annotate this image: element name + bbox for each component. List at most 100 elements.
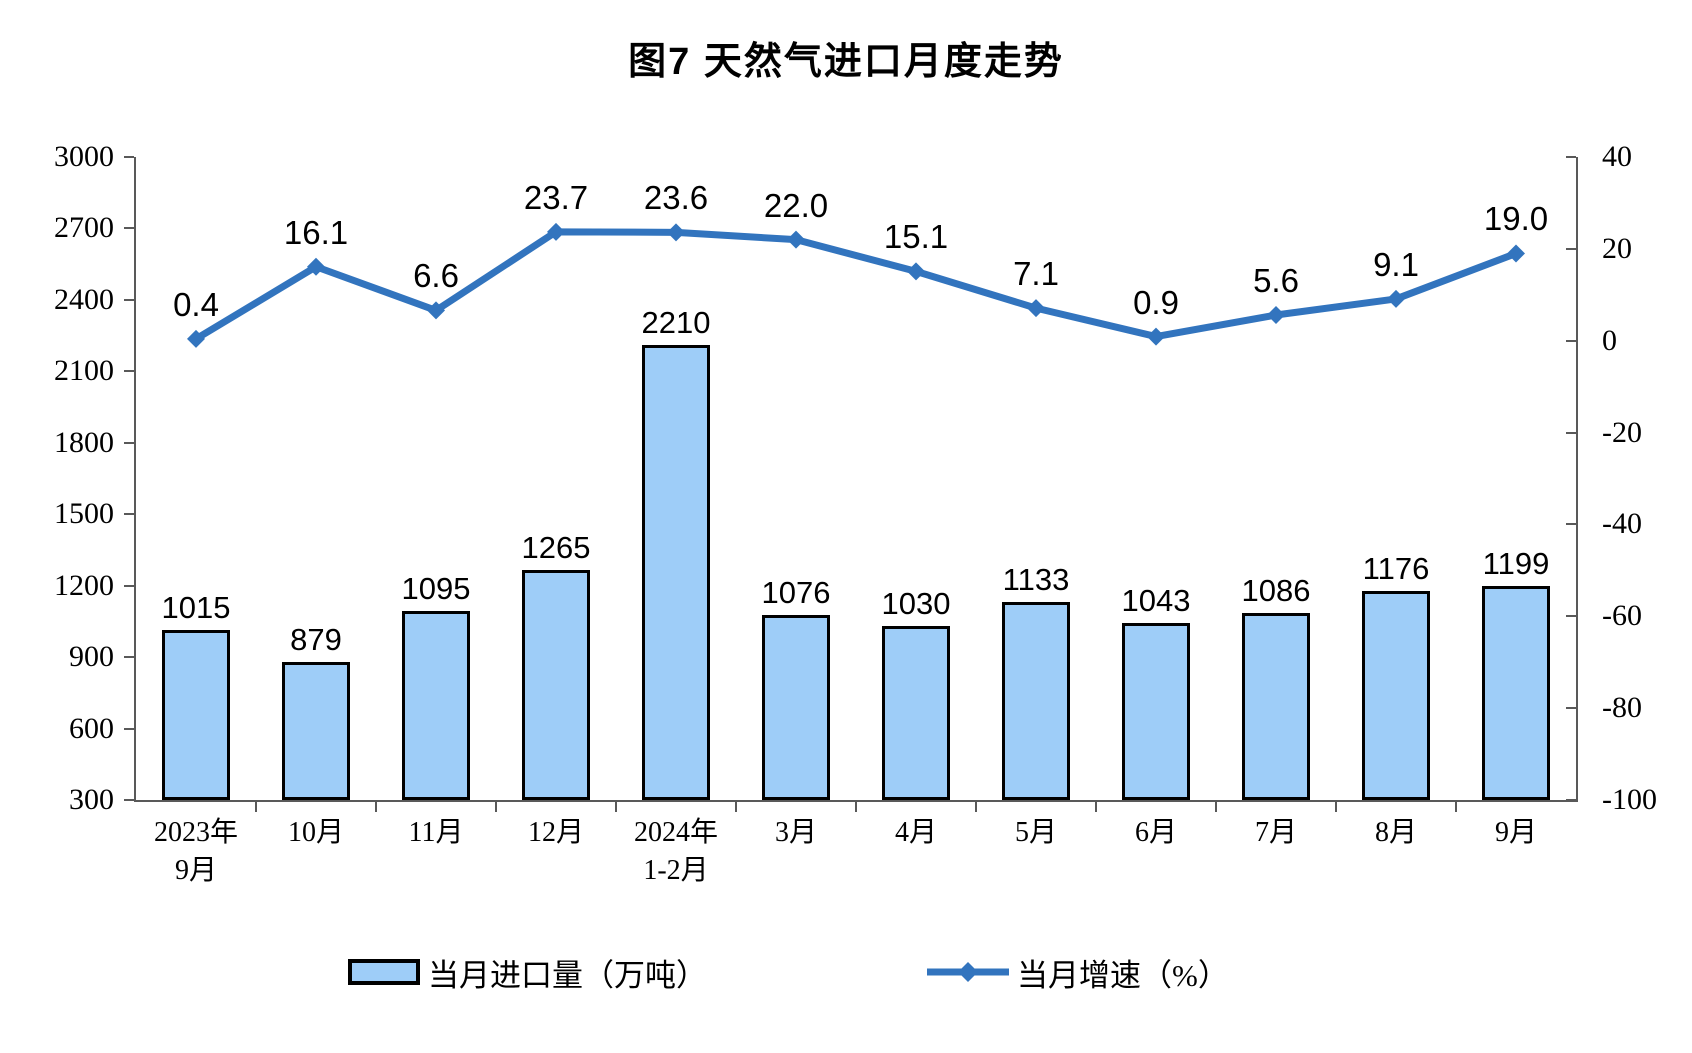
x-axis-tick (1095, 802, 1097, 812)
line-value-label: 23.6 (643, 179, 709, 217)
bar-value-label: 1015 (161, 589, 231, 625)
left-axis-tick (124, 799, 134, 801)
right-axis-tick-label: 20 (1602, 231, 1632, 265)
diamond-marker (1507, 244, 1525, 263)
left-axis-tick (124, 727, 134, 730)
x-axis-category-label: 2023年 9月 (153, 817, 238, 886)
diamond-marker (427, 301, 445, 320)
left-axis-tick-label: 1200 (54, 568, 114, 602)
x-axis-line (134, 800, 1578, 802)
right-axis-tick-label: -60 (1602, 599, 1642, 633)
bar-value-label: 879 (290, 622, 342, 658)
x-axis-category-label: 6月 (1134, 817, 1177, 848)
x-axis-tick (255, 802, 257, 812)
bar-12月 (522, 570, 590, 800)
left-axis-tick-label: 300 (69, 783, 114, 816)
bar-value-label: 1199 (1482, 545, 1550, 581)
left-axis-tick (124, 298, 134, 301)
bar-6月 (1122, 623, 1190, 800)
left-axis-tick (124, 441, 134, 444)
bar-series-swatch (348, 959, 420, 985)
line-value-label: 22.0 (763, 186, 829, 224)
legend-diamond-marker (958, 962, 978, 982)
bar-2024年1-2月 (642, 345, 710, 800)
x-axis-tick (1215, 802, 1217, 812)
left-axis-tick-label: 1800 (54, 425, 114, 459)
right-axis-tick-label: -20 (1602, 415, 1642, 449)
right-axis-tick (1566, 431, 1576, 434)
diamond-marker (547, 222, 565, 241)
x-axis-category-label: 3月 (774, 817, 817, 848)
diamond-marker (907, 262, 925, 281)
x-axis-tick (855, 802, 857, 812)
bar-value-label: 1086 (1241, 572, 1311, 608)
left-axis-tick-label: 900 (69, 640, 114, 674)
x-axis-tick (495, 802, 497, 812)
legend-growth-label: 当月增速（%） (1017, 957, 1229, 993)
diamond-marker (1027, 299, 1045, 318)
left-axis-tick (124, 656, 134, 659)
diamond-marker (187, 329, 205, 348)
right-axis-tick (1566, 156, 1576, 158)
right-axis-tick (1566, 799, 1576, 801)
right-axis-tick-label: -80 (1602, 691, 1642, 725)
x-axis-category-label: 4月 (894, 817, 937, 848)
right-axis-tick (1566, 339, 1576, 342)
x-axis-tick (735, 802, 737, 812)
x-axis-category-label: 5月 (1014, 817, 1057, 848)
left-axis-tick-label: 2100 (54, 354, 114, 388)
diamond-marker (307, 257, 325, 276)
x-axis-category-label: 2024年 1-2月 (633, 817, 718, 886)
line-value-label: 0.4 (173, 285, 219, 323)
bar-11月 (402, 610, 470, 800)
bar-value-label: 1133 (1002, 561, 1070, 597)
x-axis-tick (1335, 802, 1337, 812)
bar-value-label: 1043 (1121, 583, 1191, 619)
legend-item-growth: 当月增速（%） (925, 948, 1229, 996)
right-axis-tick-label: -100 (1602, 783, 1657, 816)
left-axis-tick-label: 600 (69, 711, 114, 745)
right-axis-tick-label: 40 (1602, 140, 1632, 173)
right-axis-tick (1566, 247, 1576, 250)
line-value-label: 7.1 (1013, 255, 1059, 293)
x-axis-tick (375, 802, 377, 812)
bar-9月 (1482, 585, 1550, 800)
left-axis-line (134, 157, 136, 800)
growth-line-series (187, 222, 1525, 348)
line-value-label: 5.6 (1253, 261, 1299, 299)
line-value-label: 9.1 (1373, 245, 1419, 283)
bar-4月 (882, 626, 950, 800)
diamond-marker (667, 223, 685, 242)
x-axis-category-label: 9月 (1494, 817, 1537, 848)
diamond-marker (1387, 289, 1405, 308)
diamond-marker (787, 230, 805, 249)
left-axis-tick-label: 2400 (54, 282, 114, 316)
x-axis-tick (1455, 802, 1457, 812)
right-axis-tick-label: 0 (1602, 323, 1617, 357)
bar-value-label: 1076 (761, 575, 831, 611)
bar-3月 (762, 615, 830, 800)
left-axis-tick (124, 370, 134, 373)
bar-2023年9月 (162, 629, 230, 800)
right-axis-line (1576, 157, 1578, 800)
right-axis-tick (1566, 707, 1576, 710)
x-axis-category-label: 8月 (1374, 817, 1417, 848)
line-value-label: 15.1 (883, 218, 949, 256)
bar-value-label: 1176 (1362, 551, 1430, 587)
left-axis-tick (124, 227, 134, 230)
diamond-marker (1147, 327, 1165, 346)
diamond-marker (1267, 305, 1285, 324)
right-axis-tick-label: -40 (1602, 507, 1642, 541)
bar-10月 (282, 662, 350, 800)
right-axis-tick (1566, 615, 1576, 618)
bar-value-label: 1030 (881, 586, 951, 622)
x-axis-category-label: 11月 (408, 817, 464, 848)
chart-title: 图7 天然气进口月度走势 (628, 41, 1064, 83)
legend-item-imports: 当月进口量（万吨） (348, 948, 707, 996)
x-axis-category-label: 10月 (287, 817, 344, 848)
left-axis-tick-label: 2700 (54, 211, 114, 245)
x-axis-category-label: 12月 (527, 817, 584, 848)
x-axis-category-label: 7月 (1254, 817, 1297, 848)
bar-7月 (1242, 612, 1310, 800)
left-axis-tick (124, 584, 134, 587)
